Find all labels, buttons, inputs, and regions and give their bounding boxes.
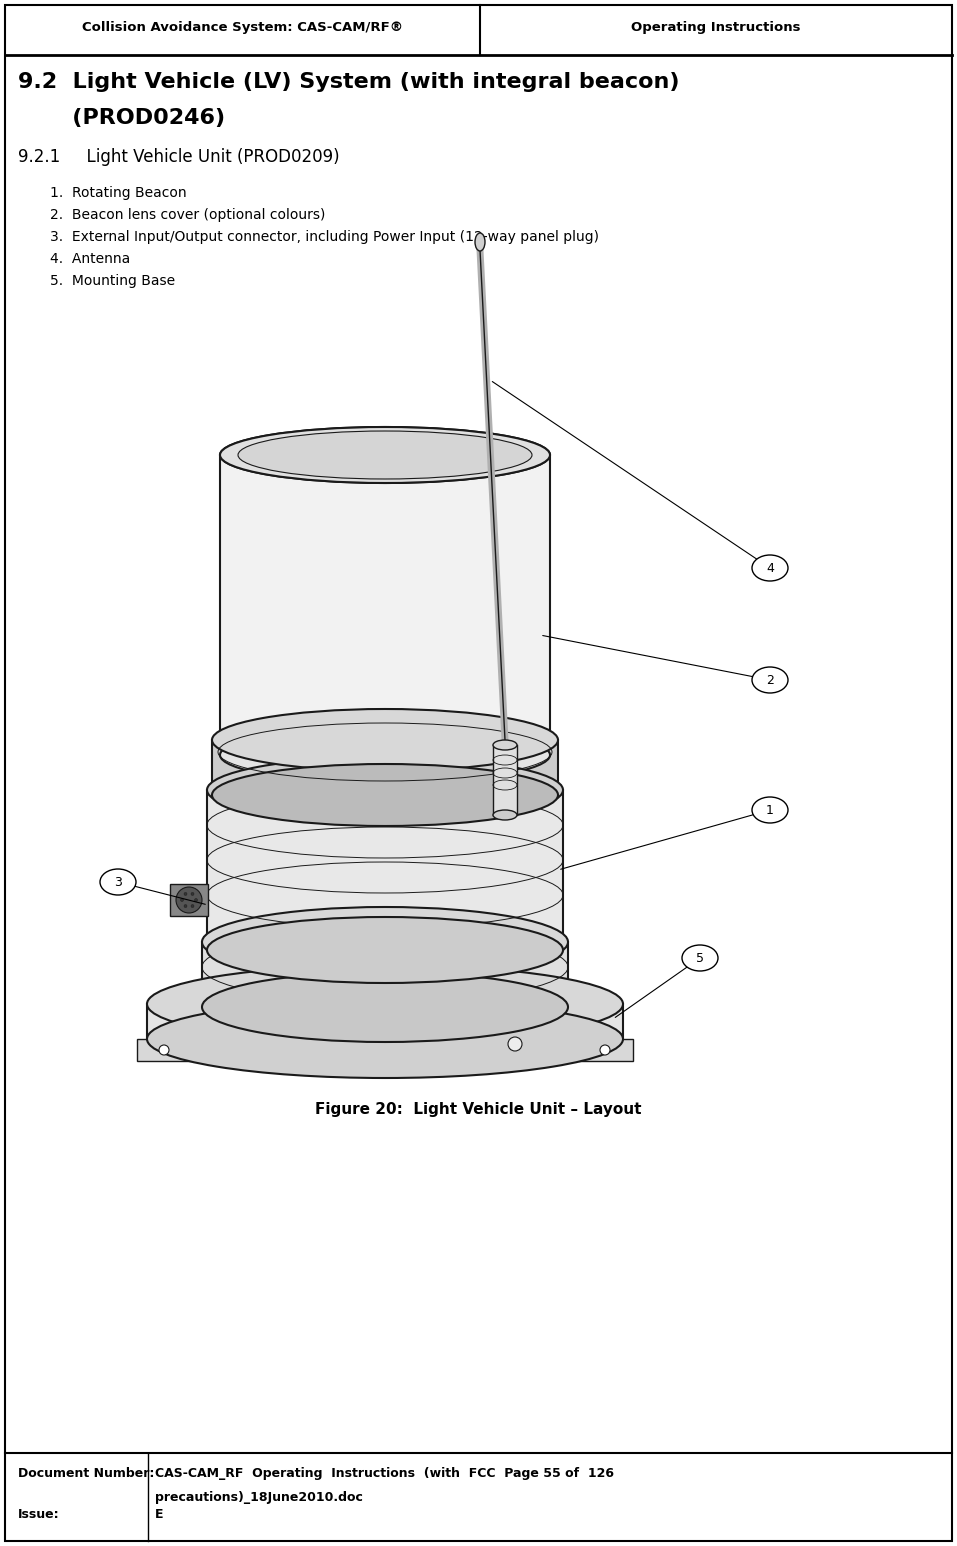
- Bar: [207, 790, 563, 949]
- Ellipse shape: [147, 1000, 623, 1078]
- Ellipse shape: [220, 427, 550, 482]
- Circle shape: [194, 898, 197, 901]
- Ellipse shape: [493, 741, 517, 750]
- Text: precautions)_18June2010.doc: precautions)_18June2010.doc: [155, 1490, 363, 1504]
- Ellipse shape: [207, 758, 563, 822]
- Ellipse shape: [207, 917, 563, 983]
- Bar: [170, 884, 208, 915]
- Circle shape: [191, 904, 194, 908]
- Ellipse shape: [100, 869, 136, 895]
- Text: 1.  Rotating Beacon: 1. Rotating Beacon: [50, 186, 187, 199]
- Bar: [147, 1003, 623, 1039]
- Bar: [493, 745, 517, 815]
- Text: Figure 20:  Light Vehicle Unit – Layout: Figure 20: Light Vehicle Unit – Layout: [315, 1102, 642, 1118]
- Text: Collision Avoidance System: CAS-CAM/RF®: Collision Avoidance System: CAS-CAM/RF®: [82, 22, 403, 34]
- Text: (PROD0246): (PROD0246): [18, 108, 225, 128]
- Text: 4.  Antenna: 4. Antenna: [50, 252, 130, 266]
- Ellipse shape: [212, 710, 558, 771]
- Text: 5: 5: [696, 951, 704, 965]
- Circle shape: [191, 892, 194, 895]
- Bar: [202, 942, 568, 1006]
- Circle shape: [176, 887, 202, 914]
- Text: 2: 2: [766, 674, 774, 686]
- Circle shape: [508, 1037, 522, 1051]
- Bar: [578, 1039, 633, 1061]
- Circle shape: [181, 898, 184, 901]
- Bar: [212, 741, 558, 795]
- Bar: [220, 455, 550, 754]
- Ellipse shape: [493, 810, 517, 819]
- Circle shape: [600, 1045, 610, 1054]
- Ellipse shape: [475, 233, 485, 250]
- Ellipse shape: [752, 798, 788, 822]
- Ellipse shape: [220, 427, 550, 482]
- Text: 9.2  Light Vehicle (LV) System (with integral beacon): 9.2 Light Vehicle (LV) System (with inte…: [18, 73, 679, 93]
- Text: 2.  Beacon lens cover (optional colours): 2. Beacon lens cover (optional colours): [50, 209, 325, 223]
- Text: 3.  External Input/Output connector, including Power Input (12-way panel plug): 3. External Input/Output connector, incl…: [50, 230, 599, 244]
- Text: 3: 3: [114, 875, 122, 889]
- Ellipse shape: [220, 727, 550, 782]
- Text: Document Number:: Document Number:: [18, 1467, 154, 1480]
- Ellipse shape: [752, 555, 788, 581]
- Text: 9.2.1     Light Vehicle Unit (PROD0209): 9.2.1 Light Vehicle Unit (PROD0209): [18, 148, 340, 165]
- Ellipse shape: [238, 431, 532, 479]
- Ellipse shape: [752, 666, 788, 693]
- Ellipse shape: [682, 945, 718, 971]
- Text: 5.  Mounting Base: 5. Mounting Base: [50, 274, 175, 288]
- Bar: [137, 1039, 192, 1061]
- Text: CAS-CAM_RF  Operating  Instructions  (with  FCC  Page 55 of  126: CAS-CAM_RF Operating Instructions (with …: [155, 1467, 614, 1480]
- Ellipse shape: [202, 908, 568, 977]
- Ellipse shape: [147, 965, 623, 1044]
- Ellipse shape: [212, 764, 558, 826]
- Text: Issue:: Issue:: [18, 1507, 59, 1521]
- Circle shape: [184, 904, 187, 908]
- Text: E: E: [155, 1507, 164, 1521]
- Text: 4: 4: [766, 561, 774, 575]
- Circle shape: [159, 1045, 169, 1054]
- Circle shape: [184, 892, 187, 895]
- Ellipse shape: [202, 972, 568, 1042]
- Text: Operating Instructions: Operating Instructions: [632, 22, 801, 34]
- Text: 1: 1: [766, 804, 774, 816]
